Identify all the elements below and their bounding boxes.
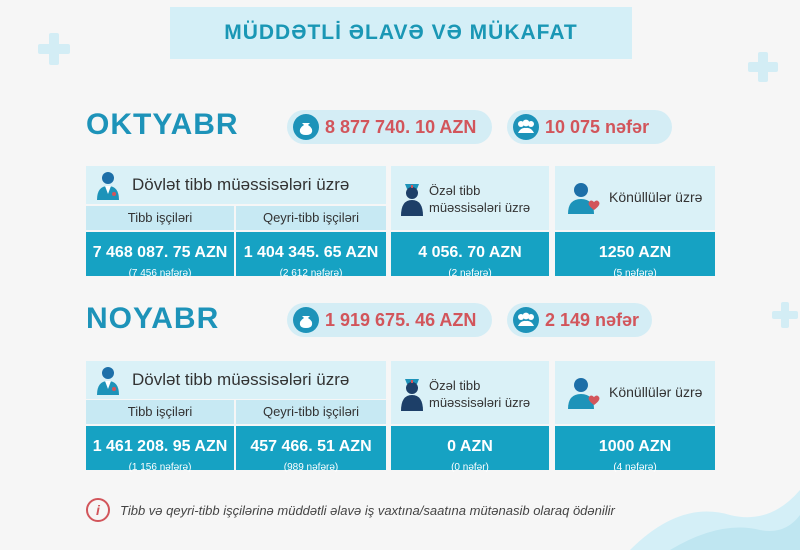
private-amount: 0 AZN [447, 438, 493, 455]
private-label-1: Özəl tibb [429, 378, 481, 393]
state-header: Dövlət tibb müəssisələri üzrə [86, 166, 386, 204]
medical-amount: 7 468 087. 75 AZN [92, 244, 228, 261]
nonmedical-header: Qeyri-tibb işçiləri [236, 400, 386, 424]
medical-header: Tibb işçiləri [86, 400, 234, 424]
medical-header: Tibb işçiləri [86, 206, 234, 230]
total-amount-pill: 8 877 740. 10 AZN [287, 110, 492, 144]
doctor-icon [97, 172, 119, 200]
private-value-cell: 4 056. 70 AZN (2 nəfərə) [391, 232, 549, 279]
private-label-2: müəssisələri üzrə [429, 395, 531, 410]
nonmedical-header: Qeyri-tibb işçiləri [236, 206, 386, 230]
private-count: (2 nəfərə) [448, 268, 492, 279]
total-people: 10 075 nəfər [545, 117, 650, 137]
money-bag-icon [293, 307, 319, 333]
private-label-2: müəssisələri üzrə [429, 200, 531, 215]
people-group-icon [513, 114, 539, 140]
private-amount: 4 056. 70 AZN [418, 244, 522, 261]
nonmedical-amount: 457 466. 51 AZN [250, 438, 372, 455]
volunteer-value-cell: 1000 AZN (4 nəfərə) [555, 426, 715, 473]
medical-count: (1 156 nəfərə) [128, 462, 192, 473]
private-value-cell: 0 AZN (0 nəfər) [391, 426, 549, 473]
volunteer-header: Könüllülər üzrə [555, 361, 715, 424]
decor-wave [630, 490, 800, 550]
private-count: (0 nəfər) [451, 462, 489, 473]
volunteer-count: (5 nəfərə) [613, 268, 657, 279]
medical-amount: 1 461 208. 95 AZN [92, 438, 228, 455]
nurse-icon [401, 379, 423, 411]
volunteer-value-cell: 1250 AZN (5 nəfərə) [555, 232, 715, 279]
total-people: 2 149 nəfər [545, 310, 640, 330]
state-label: Dövlət tibb müəssisələri üzrə [132, 370, 350, 389]
nonmedical-value-cell: 1 404 345. 65 AZN (2 612 nəfərə) [236, 232, 386, 279]
volunteer-icon [568, 378, 600, 409]
total-people-pill: 10 075 nəfər [507, 110, 672, 144]
medical-value-cell: 7 468 087. 75 AZN (7 456 nəfərə) [86, 232, 234, 279]
medical-count: (7 456 nəfərə) [128, 268, 192, 279]
month-title-oktyabr: OKTYABR [86, 108, 239, 141]
volunteer-count: (4 nəfərə) [613, 462, 657, 473]
volunteer-label: Könüllülər üzrə [609, 384, 703, 400]
nonmedical-value-cell: 457 466. 51 AZN (989 nəfərə) [236, 426, 386, 473]
private-label-1: Özəl tibb [429, 183, 481, 198]
decor-plus-icon [748, 52, 778, 82]
total-amount-pill: 1 919 675. 46 AZN [287, 303, 492, 337]
volunteer-header: Könüllülər üzrə [555, 166, 715, 230]
footnote: Tibb və qeyri-tibb işçilərinə müddətli ə… [120, 503, 615, 518]
people-group-icon [513, 307, 539, 333]
page-title: MÜDDƏTLİ ƏLAVƏ VƏ MÜKAFAT [224, 21, 578, 44]
info-icon: i [86, 498, 110, 522]
doctor-icon [97, 367, 119, 395]
title-banner: MÜDDƏTLİ ƏLAVƏ VƏ MÜKAFAT [170, 7, 632, 59]
volunteer-icon [568, 183, 600, 214]
nonmedical-amount: 1 404 345. 65 AZN [243, 244, 379, 261]
decor-plus-icon [38, 33, 70, 65]
total-people-pill: 2 149 nəfər [507, 303, 652, 337]
volunteer-label: Könüllülər üzrə [609, 189, 703, 205]
state-header: Dövlət tibb müəssisələri üzrə [86, 361, 386, 399]
nonmedical-count: (989 nəfərə) [283, 462, 339, 473]
nonmedical-count: (2 612 nəfərə) [279, 268, 343, 279]
month-title-noyabr: NOYABR [86, 302, 220, 335]
state-label: Dövlət tibb müəssisələri üzrə [132, 175, 350, 194]
private-header: Özəl tibb müəssisələri üzrə [391, 166, 549, 230]
total-amount: 1 919 675. 46 AZN [325, 310, 477, 330]
volunteer-amount: 1250 AZN [598, 244, 672, 261]
total-amount: 8 877 740. 10 AZN [325, 117, 477, 137]
private-header: Özəl tibb müəssisələri üzrə [391, 361, 549, 424]
medical-value-cell: 1 461 208. 95 AZN (1 156 nəfərə) [86, 426, 234, 473]
volunteer-amount: 1000 AZN [598, 438, 672, 455]
money-bag-icon [293, 114, 319, 140]
decor-plus-icon [772, 302, 798, 328]
nurse-icon [401, 184, 423, 216]
